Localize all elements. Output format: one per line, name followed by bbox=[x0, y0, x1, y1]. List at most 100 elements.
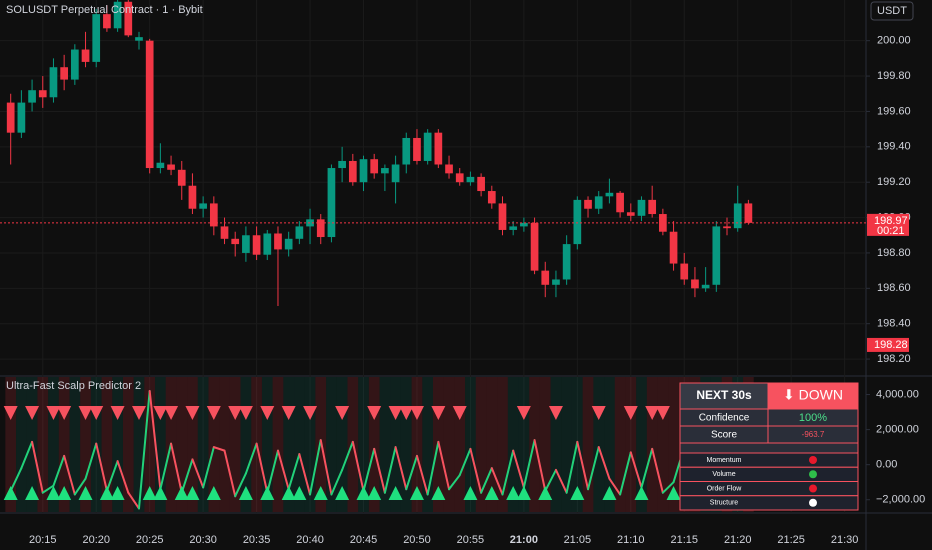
bar-tint bbox=[561, 377, 572, 512]
currency-label[interactable]: USDT bbox=[877, 5, 907, 17]
candle-body bbox=[17, 102, 26, 133]
indicator-line bbox=[137, 390, 151, 510]
sell-signal bbox=[516, 406, 531, 420]
bar-tint bbox=[507, 377, 519, 512]
indicator-line bbox=[180, 458, 194, 494]
last-price-label: 198.97 bbox=[874, 215, 908, 227]
bar-tint bbox=[101, 377, 113, 512]
indicator-line bbox=[148, 390, 162, 491]
candle-body bbox=[316, 219, 325, 238]
factor-row bbox=[679, 495, 859, 511]
x-tick-label: 20:45 bbox=[350, 534, 378, 546]
bar-tint bbox=[326, 377, 337, 512]
indicator-line bbox=[362, 447, 376, 492]
table-spacer bbox=[679, 442, 859, 454]
price-marker-box bbox=[867, 337, 909, 352]
buy-signal bbox=[506, 486, 521, 500]
sell-signal bbox=[206, 406, 221, 420]
buy-signal bbox=[570, 486, 585, 500]
buy-signal bbox=[281, 486, 296, 500]
factor-dot bbox=[809, 498, 817, 507]
buy-signal bbox=[313, 486, 328, 500]
indicator-pane: −2,000.00 0.00 2,000.00 4,000.00 bbox=[3, 377, 925, 512]
candle-body bbox=[199, 203, 207, 209]
buy-signal bbox=[367, 486, 382, 500]
sell-signal bbox=[238, 406, 253, 420]
x-tick-label: 20:30 bbox=[189, 534, 217, 546]
indicator-line bbox=[41, 484, 55, 494]
candle-body bbox=[327, 168, 336, 238]
indicator-line bbox=[191, 458, 205, 489]
bar-tint bbox=[122, 377, 134, 512]
buy-signal bbox=[484, 486, 499, 500]
buy-signal bbox=[666, 486, 681, 500]
bar-tint bbox=[539, 377, 551, 512]
y-tick-label: 198.40 bbox=[877, 318, 911, 330]
buy-signal bbox=[335, 486, 350, 500]
indicator-line bbox=[105, 460, 119, 492]
sell-signal bbox=[409, 406, 424, 420]
buy-signal bbox=[356, 486, 371, 500]
buy-signal bbox=[25, 486, 40, 500]
candle-body bbox=[113, 1, 122, 29]
candle-body bbox=[242, 235, 250, 253]
factor-dot bbox=[809, 456, 817, 464]
buy-signal bbox=[388, 486, 403, 500]
bar-tint bbox=[229, 377, 241, 512]
indicator-line bbox=[234, 472, 247, 498]
bar-tint bbox=[283, 377, 295, 512]
candle-body bbox=[135, 37, 143, 41]
bar-tint bbox=[5, 377, 17, 512]
sell-signal bbox=[388, 406, 403, 420]
candle-body bbox=[530, 222, 539, 271]
candle-body bbox=[466, 176, 475, 183]
candle-body bbox=[231, 238, 240, 245]
bar-tint bbox=[240, 377, 252, 512]
row-label: Score bbox=[711, 430, 738, 441]
bar-tint bbox=[294, 377, 305, 512]
bar-tint bbox=[187, 377, 198, 512]
chart-title: SOLUSDT Perpetual Contract · 1 · Bybit bbox=[6, 4, 203, 16]
sell-signal bbox=[548, 406, 563, 420]
bar-tint bbox=[497, 377, 508, 512]
sell-signal bbox=[335, 406, 350, 420]
currency-button[interactable] bbox=[870, 1, 914, 21]
sell-signal bbox=[281, 406, 296, 420]
candle-body bbox=[274, 233, 282, 250]
bar-tint bbox=[208, 377, 220, 512]
buy-signal bbox=[602, 486, 617, 500]
indicator-line bbox=[576, 440, 590, 491]
sell-signal bbox=[153, 406, 168, 420]
indicator-line bbox=[501, 449, 515, 496]
candle-body bbox=[28, 90, 36, 103]
x-tick-label: 21:05 bbox=[564, 534, 592, 546]
bar-tint bbox=[668, 377, 679, 512]
sell-signal bbox=[452, 406, 467, 420]
y-tick-label: 4,000.00 bbox=[876, 388, 919, 400]
candle-body bbox=[573, 199, 582, 245]
sell-signal bbox=[131, 406, 146, 420]
indicator-line bbox=[223, 449, 237, 498]
bar-tint bbox=[486, 377, 498, 512]
candle-body bbox=[648, 199, 657, 215]
sell-signal bbox=[260, 406, 275, 420]
indicator-line bbox=[394, 446, 408, 491]
sell-signal bbox=[46, 406, 61, 420]
indicator-line bbox=[533, 439, 547, 492]
candle-body bbox=[81, 49, 90, 62]
sell-signal bbox=[399, 406, 414, 420]
bar-tint bbox=[197, 377, 209, 512]
x-tick-label: 21:20 bbox=[724, 534, 752, 546]
x-tick-label: 21:10 bbox=[617, 534, 645, 546]
buy-signal bbox=[431, 486, 446, 500]
candle-body bbox=[669, 231, 678, 264]
candle-body bbox=[562, 244, 571, 280]
x-tick-label: 20:25 bbox=[136, 534, 164, 546]
sell-signal bbox=[78, 406, 93, 420]
y-tick-label: 2,000.00 bbox=[876, 424, 919, 436]
candle-body bbox=[584, 199, 592, 209]
bar-tint bbox=[69, 377, 81, 512]
bar-tint bbox=[80, 377, 91, 512]
x-tick-label: 20:15 bbox=[29, 534, 57, 546]
candle-body bbox=[594, 196, 603, 209]
